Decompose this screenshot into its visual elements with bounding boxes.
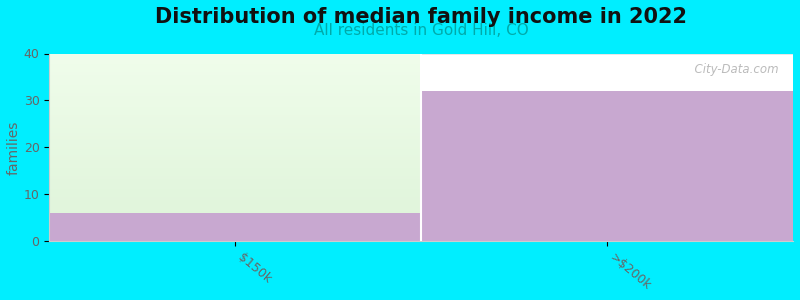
Bar xyxy=(50,72,421,75)
Bar xyxy=(50,115,421,117)
Bar xyxy=(50,107,421,110)
Text: City-Data.com: City-Data.com xyxy=(686,63,778,76)
Bar xyxy=(50,160,421,163)
Bar xyxy=(50,155,421,158)
Bar xyxy=(50,99,421,101)
Bar xyxy=(50,61,421,64)
Bar xyxy=(50,134,421,136)
Bar xyxy=(50,101,421,104)
Bar xyxy=(50,75,421,77)
Bar xyxy=(50,213,421,242)
Title: Distribution of median family income in 2022: Distribution of median family income in … xyxy=(155,7,687,27)
Bar xyxy=(50,93,421,96)
Bar xyxy=(50,53,421,56)
Bar xyxy=(50,67,421,70)
Bar xyxy=(50,70,421,72)
Bar xyxy=(50,117,421,120)
Bar xyxy=(50,139,421,141)
Bar xyxy=(50,168,421,171)
Bar xyxy=(50,131,421,134)
Bar xyxy=(50,125,421,128)
Y-axis label: families: families xyxy=(7,120,21,175)
Bar xyxy=(50,171,421,173)
Bar xyxy=(50,165,421,168)
Bar xyxy=(50,91,421,93)
Bar xyxy=(50,96,421,99)
Bar xyxy=(421,91,793,242)
Bar xyxy=(50,208,421,211)
Bar xyxy=(50,77,421,80)
Bar xyxy=(50,181,421,184)
Bar xyxy=(50,123,421,125)
Bar xyxy=(50,147,421,149)
Bar xyxy=(50,80,421,83)
Bar xyxy=(50,64,421,67)
Bar xyxy=(50,120,421,123)
Bar xyxy=(50,176,421,179)
Bar xyxy=(50,163,421,165)
Bar xyxy=(50,136,421,139)
Bar xyxy=(50,144,421,147)
Bar xyxy=(50,205,421,208)
Bar xyxy=(50,104,421,107)
Bar xyxy=(50,141,421,144)
Bar xyxy=(50,59,421,62)
Bar xyxy=(50,83,421,86)
Bar xyxy=(50,173,421,176)
Bar xyxy=(50,195,421,197)
Bar xyxy=(50,197,421,200)
Bar xyxy=(50,152,421,155)
Bar xyxy=(50,112,421,115)
Bar xyxy=(50,88,421,91)
Text: All residents in Gold Hill, CO: All residents in Gold Hill, CO xyxy=(314,23,529,38)
Bar xyxy=(50,179,421,181)
Bar xyxy=(50,202,421,205)
Bar xyxy=(50,110,421,112)
Bar xyxy=(50,184,421,187)
Bar xyxy=(50,211,421,213)
Bar xyxy=(50,149,421,152)
Bar xyxy=(50,128,421,131)
Bar xyxy=(50,85,421,88)
Bar xyxy=(50,200,421,203)
Bar xyxy=(50,192,421,195)
Bar xyxy=(50,158,421,160)
Bar xyxy=(50,187,421,189)
Bar xyxy=(50,189,421,192)
Bar xyxy=(50,56,421,59)
